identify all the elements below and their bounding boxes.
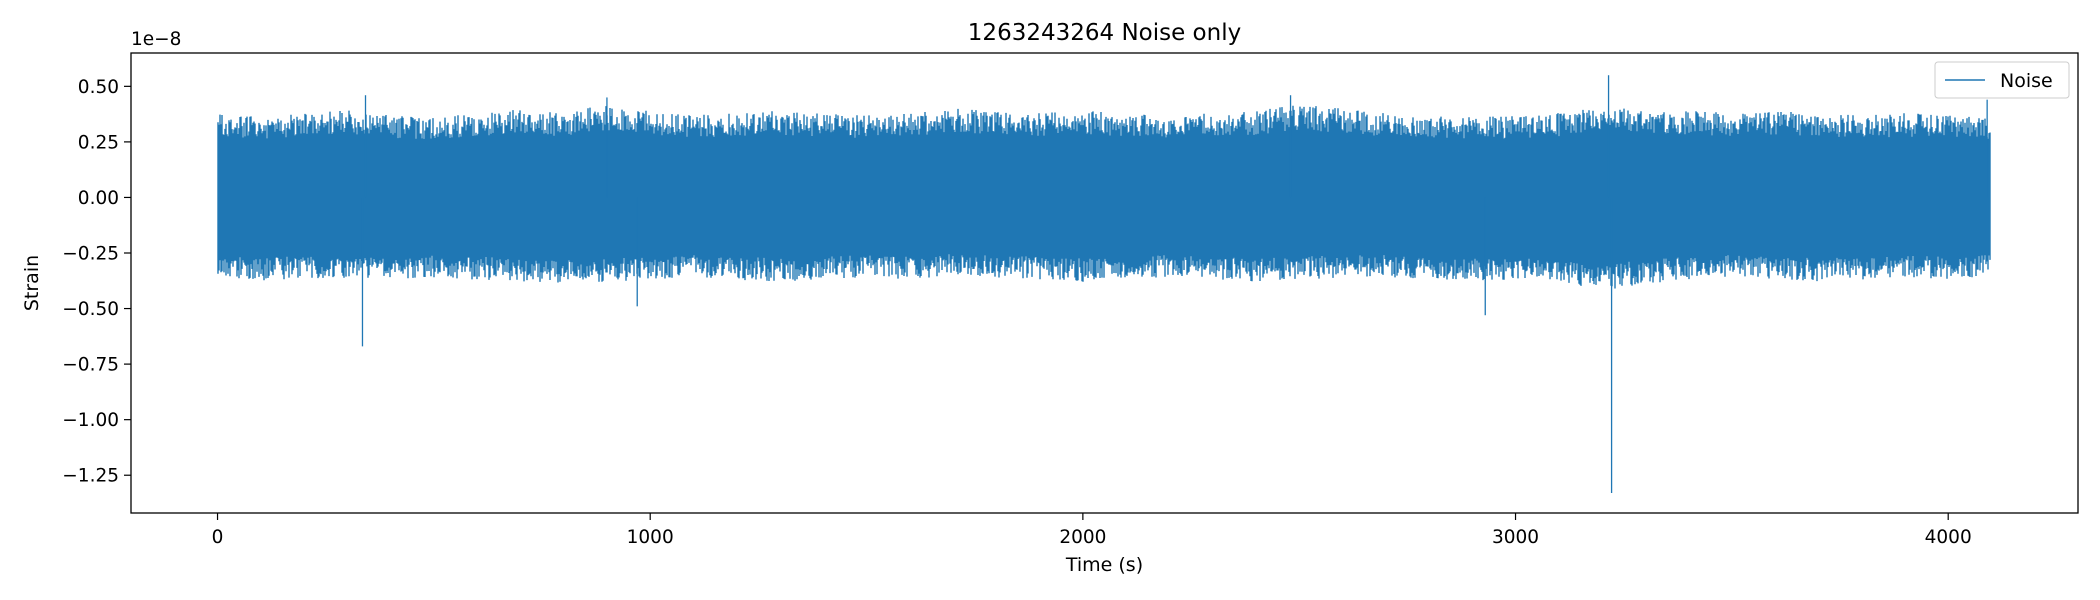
x-axis: 0 1000 2000 3000 4000 bbox=[212, 513, 1972, 548]
x-tick-label: 2000 bbox=[1059, 527, 1106, 548]
y-tick-label: −1.00 bbox=[62, 410, 119, 431]
x-tick-label: 3000 bbox=[1492, 527, 1539, 548]
legend: Noise bbox=[1934, 61, 2070, 99]
plot-area bbox=[130, 52, 2079, 514]
x-tick-label: 1000 bbox=[627, 527, 674, 548]
x-tick-label: 0 bbox=[212, 527, 224, 548]
y-tick-label: 0.00 bbox=[78, 188, 119, 209]
y-tick-label: −1.25 bbox=[62, 466, 119, 487]
y-tick-label: −0.75 bbox=[62, 355, 119, 376]
y-tick-label: −0.25 bbox=[62, 244, 119, 265]
x-axis-label: Time (s) bbox=[1065, 554, 1143, 576]
y-tick-label: 0.25 bbox=[78, 132, 119, 153]
noise-trace bbox=[217, 105, 1991, 289]
series-noise bbox=[217, 75, 1991, 493]
y-axis-label: Strain bbox=[21, 255, 43, 311]
y-axis: 0.50 0.25 0.00 −0.25 −0.50 −0.75 −1.00 −1.25 bbox=[62, 77, 131, 487]
y-offset-label: 1e−8 bbox=[131, 29, 181, 50]
y-tick-label: −0.50 bbox=[62, 299, 119, 320]
y-tick-label: 0.50 bbox=[78, 77, 119, 98]
chart-title: 1263243264 Noise only bbox=[968, 20, 1241, 46]
legend-label: Noise bbox=[2000, 70, 2053, 92]
legend-box bbox=[1934, 61, 2070, 99]
axes-frame bbox=[130, 52, 2079, 514]
x-tick-label: 4000 bbox=[1925, 527, 1972, 548]
